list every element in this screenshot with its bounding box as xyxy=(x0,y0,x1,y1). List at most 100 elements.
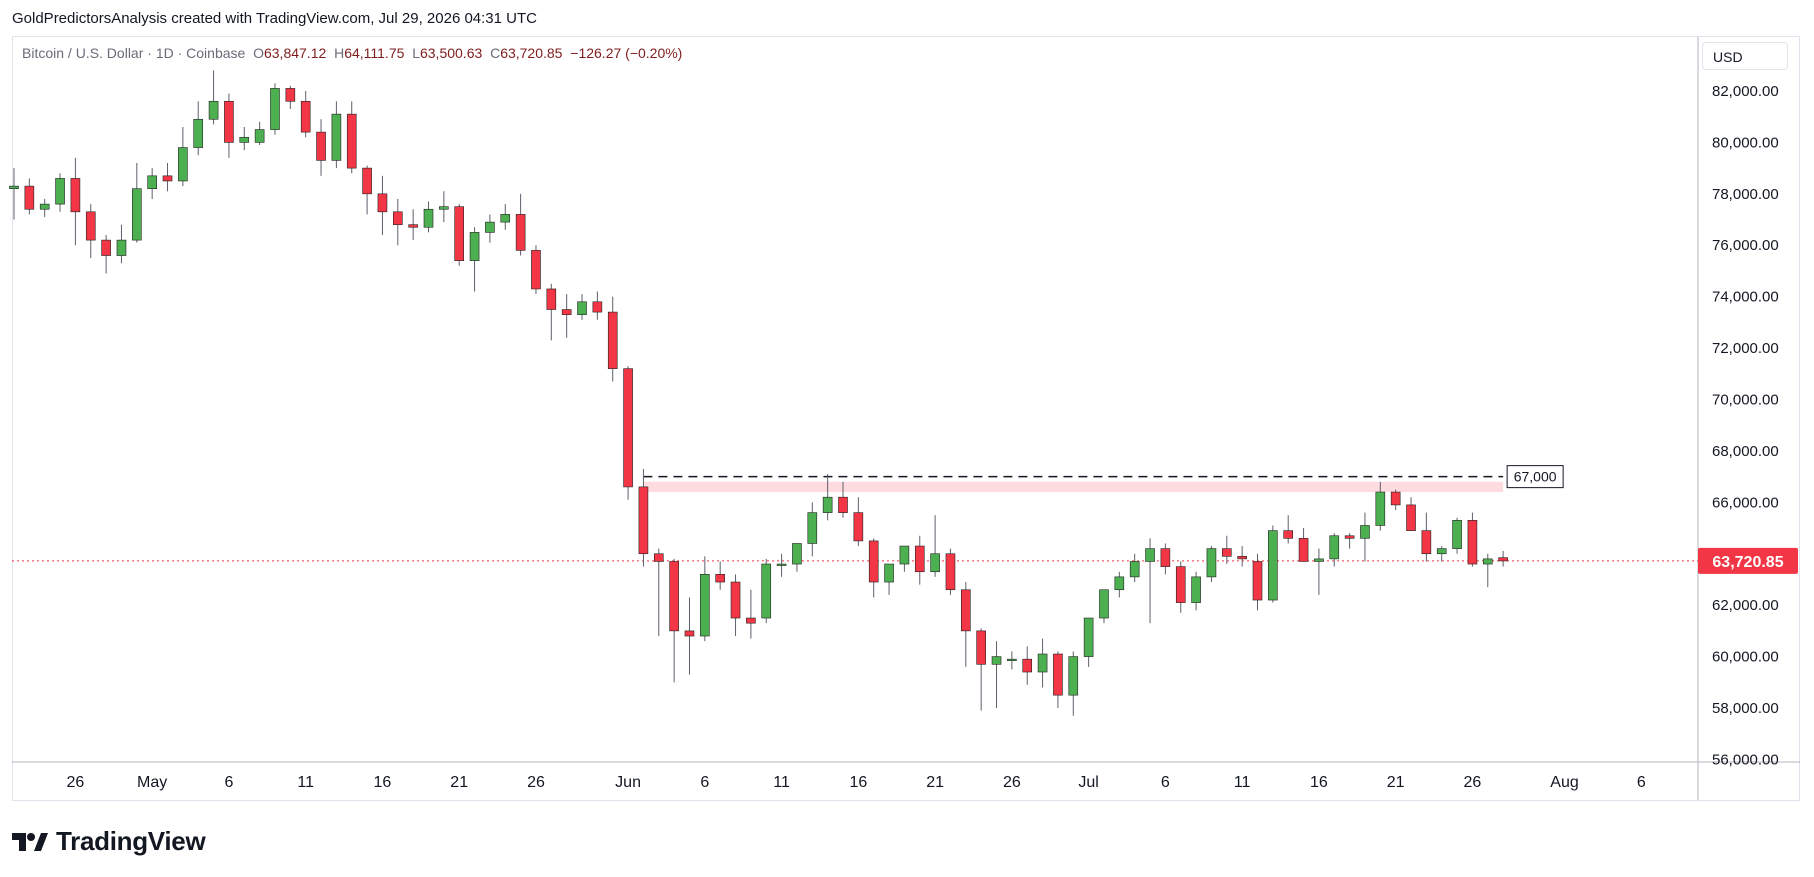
candle-down xyxy=(638,486,649,555)
candle-down xyxy=(746,617,756,624)
candle-down xyxy=(1498,557,1508,562)
chart-attribution: GoldPredictorsAnalysis created with Trad… xyxy=(12,10,537,27)
y-tick-label: 56,000.00 xyxy=(1712,751,1779,768)
candle-up xyxy=(1114,576,1125,591)
candle-up xyxy=(1314,558,1324,562)
symbol-legend: Bitcoin / U.S. Dollar · 1D · Coinbase O6… xyxy=(22,45,682,61)
candle-up xyxy=(208,100,219,120)
candle-up xyxy=(239,136,250,143)
candle-down xyxy=(1467,520,1478,565)
candle-down xyxy=(362,167,372,195)
open-label: O xyxy=(253,45,264,61)
candle-up xyxy=(930,553,940,573)
candle-up xyxy=(116,239,127,256)
candle-up xyxy=(500,214,511,223)
candle-down xyxy=(1390,491,1401,506)
x-tick-label: Jun xyxy=(615,774,641,791)
candle-up xyxy=(1007,658,1017,661)
candle-up xyxy=(1037,653,1048,673)
candle-down xyxy=(1175,566,1186,603)
candle-down xyxy=(1283,530,1294,539)
candle-up xyxy=(1360,525,1370,539)
y-tick-label: 78,000.00 xyxy=(1712,186,1779,203)
candle-up xyxy=(1329,535,1340,560)
chart-frame xyxy=(12,36,1800,801)
x-tick-label: Aug xyxy=(1550,774,1578,791)
high-value: 64,111.75 xyxy=(344,45,405,61)
candle-down xyxy=(669,561,679,632)
x-tick-label: 26 xyxy=(527,774,545,791)
candle-down xyxy=(408,224,418,228)
resistance-label: 67,000 xyxy=(1514,469,1557,485)
candle-down xyxy=(515,214,526,251)
symbol-name[interactable]: Bitcoin / U.S. Dollar · 1D · Coinbase xyxy=(22,45,246,61)
x-tick-label: 26 xyxy=(67,774,85,791)
candle-down xyxy=(454,206,465,261)
candle-down xyxy=(561,309,572,315)
brand-logo[interactable]: TradingView xyxy=(12,826,206,857)
candle-up xyxy=(1129,561,1140,578)
candle-down xyxy=(607,311,618,369)
change-value: −126.27 (−0.20%) xyxy=(570,45,683,61)
x-tick-label: 26 xyxy=(1003,774,1021,791)
currency-button[interactable]: USD xyxy=(1702,42,1788,70)
tradingview-logo-icon xyxy=(12,832,48,851)
candle-down xyxy=(945,553,956,591)
candle-down xyxy=(868,540,879,583)
x-tick-label: 6 xyxy=(1161,774,1170,791)
y-tick-label: 66,000.00 xyxy=(1712,494,1779,511)
x-tick-label: 21 xyxy=(450,774,468,791)
candle-up xyxy=(1206,548,1217,578)
candle-up xyxy=(178,147,188,182)
candle-down xyxy=(653,553,664,562)
candle-down xyxy=(592,301,603,313)
low-label: L xyxy=(412,45,420,61)
y-tick-label: 68,000.00 xyxy=(1712,443,1779,460)
candle-down xyxy=(976,630,986,665)
open-value: 63,847.12 xyxy=(263,45,327,61)
last-price-label: 63,720.85 xyxy=(1712,554,1783,571)
y-tick-label: 74,000.00 xyxy=(1712,289,1779,306)
brand-name: TradingView xyxy=(56,826,206,856)
candle-up xyxy=(1191,576,1201,603)
candle-up xyxy=(577,301,587,315)
candle-down xyxy=(24,185,35,210)
candle-up xyxy=(776,563,787,566)
candle-down xyxy=(1022,658,1033,673)
candle-up xyxy=(1099,589,1109,619)
candle-up xyxy=(423,208,434,228)
y-tick-label: 60,000.00 xyxy=(1712,649,1779,666)
candle-up xyxy=(1068,656,1079,696)
candle-down xyxy=(961,589,971,632)
y-tick-label: 70,000.00 xyxy=(1712,392,1779,409)
candle-up xyxy=(439,206,449,210)
candle-up xyxy=(469,232,480,261)
candle-down xyxy=(546,288,557,310)
candle-up xyxy=(1436,548,1447,555)
x-tick-label: 21 xyxy=(1387,774,1405,791)
candle-down xyxy=(1421,530,1432,555)
candle-down xyxy=(1053,653,1063,696)
close-label: C xyxy=(490,45,501,61)
y-tick-label: 58,000.00 xyxy=(1712,700,1779,717)
close-value: 63,720.85 xyxy=(500,45,563,61)
candle-down xyxy=(715,574,725,583)
x-tick-label: 6 xyxy=(224,774,233,791)
candle-down xyxy=(1298,538,1309,562)
y-tick-label: 76,000.00 xyxy=(1712,237,1779,254)
candle-up xyxy=(147,175,157,189)
candle-up xyxy=(761,563,772,619)
candle-up xyxy=(792,543,802,565)
candle-down xyxy=(838,496,848,513)
candle-down xyxy=(162,175,173,182)
x-tick-label: Jul xyxy=(1078,774,1098,791)
candle-up xyxy=(807,512,818,544)
candle-up xyxy=(39,203,50,210)
y-tick-label: 72,000.00 xyxy=(1712,340,1779,357)
candle-down xyxy=(531,250,541,290)
candle-up xyxy=(55,178,65,205)
candle-up xyxy=(700,574,710,637)
candle-down xyxy=(853,512,864,542)
x-tick-label: 16 xyxy=(849,774,867,791)
